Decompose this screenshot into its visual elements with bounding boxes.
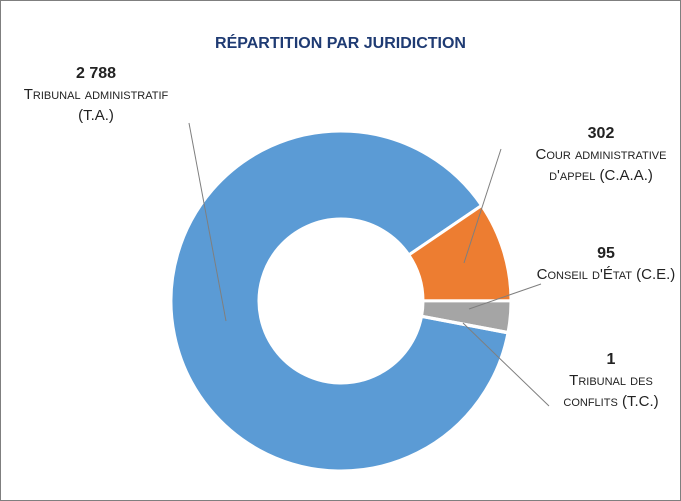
value-label: 2 788 <box>75 65 117 82</box>
data-label: 302 Cour administrative d'appel (C.A.A.) <box>521 123 680 186</box>
value-label: 95 <box>597 245 615 262</box>
value-label: 302 <box>587 125 615 142</box>
value-label: 1 <box>606 351 616 368</box>
category-label: Cour administrative d'appel (C.A.A.) <box>535 146 667 184</box>
leader-line <box>463 148 502 264</box>
category-label: Tribunal administratif (T.A.) <box>23 86 169 124</box>
data-label: 95 Conseil d'État (C.E.) <box>536 243 676 285</box>
leader-line <box>462 322 550 407</box>
data-label: 2 788 Tribunal administratif (T.A.) <box>21 63 171 126</box>
category-label: Conseil d'État (C.E.) <box>536 266 676 283</box>
data-label: 1 Tribunal des conflits (T.C.) <box>561 349 661 412</box>
leader-line <box>188 122 227 322</box>
leader-line <box>468 283 542 310</box>
chart-title: RÉPARTITION PAR JURIDICTION <box>215 35 466 52</box>
donut-slice <box>169 129 510 473</box>
category-label: Tribunal des conflits (T.C.) <box>563 372 659 410</box>
